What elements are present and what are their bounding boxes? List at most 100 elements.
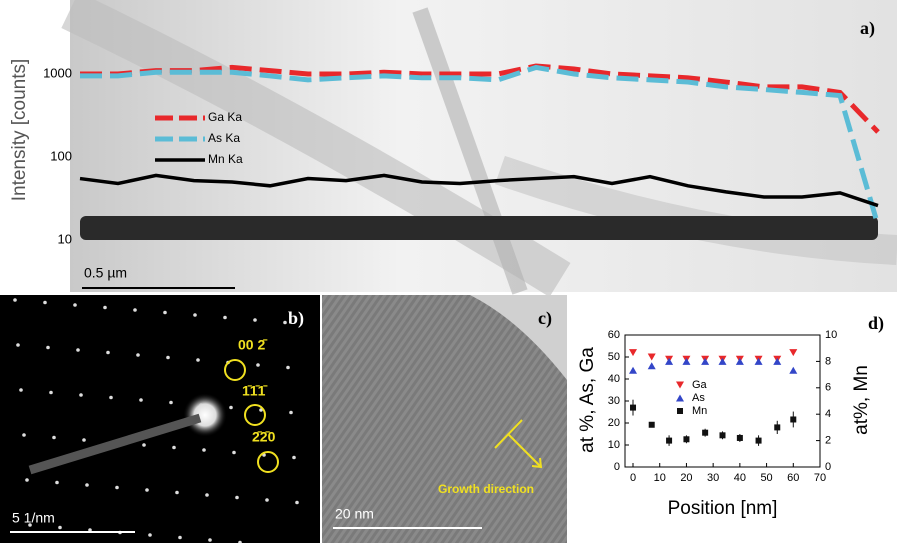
spot (229, 405, 233, 410)
marker (790, 416, 797, 423)
y-tick-label: 40 (608, 373, 620, 385)
spot (46, 345, 50, 350)
x-tick-label: 10 (654, 472, 666, 484)
scale-bar-label: 5 1/nm (12, 510, 55, 526)
x-tick-label: 60 (787, 472, 799, 484)
spot (76, 348, 80, 352)
arrow-head (531, 457, 543, 469)
spot-label: 2̄2̄0 (252, 429, 276, 445)
y-tick-label: 20 (608, 417, 620, 429)
marker (648, 421, 655, 428)
panel-label: d) (868, 313, 884, 334)
y-axis-label: at %, As, Ga (577, 347, 598, 453)
spot (223, 315, 227, 320)
spot (235, 495, 239, 500)
marker (719, 432, 726, 439)
marker (629, 366, 638, 374)
annotation: Growth direction (438, 482, 534, 496)
hrtem-image (322, 295, 567, 543)
x-tick-label: 0 (630, 472, 636, 484)
y2-tick-label: 8 (825, 355, 831, 367)
marker (676, 381, 684, 389)
spot-circles (224, 359, 279, 473)
y2-tick-label: 10 (825, 329, 837, 341)
spot (103, 305, 107, 310)
spots (13, 298, 299, 543)
spot (58, 525, 62, 530)
spot (172, 445, 176, 450)
series-line (80, 63, 880, 134)
marker (755, 437, 762, 444)
spot (163, 310, 167, 315)
spot (82, 438, 86, 442)
marker (754, 357, 763, 365)
y-tick-label: 10 (608, 439, 620, 451)
spot (49, 390, 53, 395)
spot (109, 395, 113, 400)
spot-circle (224, 359, 246, 381)
spot (175, 490, 179, 495)
scale-bar-label: 20 nm (335, 506, 374, 522)
y2-tick-label: 2 (825, 435, 831, 447)
marker (677, 408, 683, 414)
spot (169, 400, 173, 405)
legend-label: As Ka (208, 131, 240, 145)
spot (205, 493, 209, 497)
spot (25, 478, 29, 482)
y2-tick-label: 0 (825, 461, 831, 473)
y-tick-label: 1000 (43, 65, 72, 80)
spot (85, 483, 89, 487)
spot (193, 313, 197, 317)
marker (736, 434, 743, 441)
x-tick-label: 50 (760, 472, 772, 484)
marker (789, 349, 798, 357)
spot (202, 448, 206, 452)
legend-label: Ga (692, 379, 708, 391)
spot (196, 358, 200, 362)
spot (238, 540, 242, 543)
vacuum-region (470, 295, 567, 380)
beam-stop (28, 413, 202, 475)
x-tick-label: 70 (814, 472, 826, 484)
y-tick-label: 30 (608, 395, 620, 407)
spot-circle (244, 404, 266, 426)
x-tick-label: 30 (707, 472, 719, 484)
y-tick-label: 50 (608, 351, 620, 363)
spot (133, 308, 137, 312)
legend-label: Ga Ka (208, 110, 242, 124)
marker (630, 404, 637, 411)
diffraction-image (0, 295, 320, 543)
spot (253, 318, 257, 322)
spot (295, 500, 299, 505)
spot (73, 303, 77, 307)
y-tick-label: 0 (614, 461, 620, 473)
marker (774, 424, 781, 431)
spot (16, 343, 20, 347)
spot (166, 355, 170, 360)
spot (22, 433, 26, 437)
spot-label: 00 2̄ (238, 337, 268, 353)
legend-label: As (692, 392, 705, 404)
marker (702, 429, 709, 436)
marker (789, 366, 798, 374)
y-tick-label: 100 (50, 148, 72, 163)
spot (292, 455, 296, 460)
x-axis-label: Position [nm] (668, 498, 778, 519)
marker (676, 394, 684, 402)
y2-tick-label: 4 (825, 408, 831, 420)
legend-label: Mn Ka (208, 152, 243, 166)
series-line (79, 173, 879, 208)
panel-label: a) (860, 18, 875, 39)
spot (208, 538, 212, 542)
spot (43, 300, 47, 305)
marker (683, 436, 690, 443)
marker (629, 349, 638, 357)
spot (283, 320, 287, 325)
x-tick-label: 40 (734, 472, 746, 484)
spot (79, 393, 83, 397)
marker (666, 437, 673, 444)
spot (145, 488, 149, 492)
spot (55, 480, 59, 485)
spot (13, 298, 17, 302)
